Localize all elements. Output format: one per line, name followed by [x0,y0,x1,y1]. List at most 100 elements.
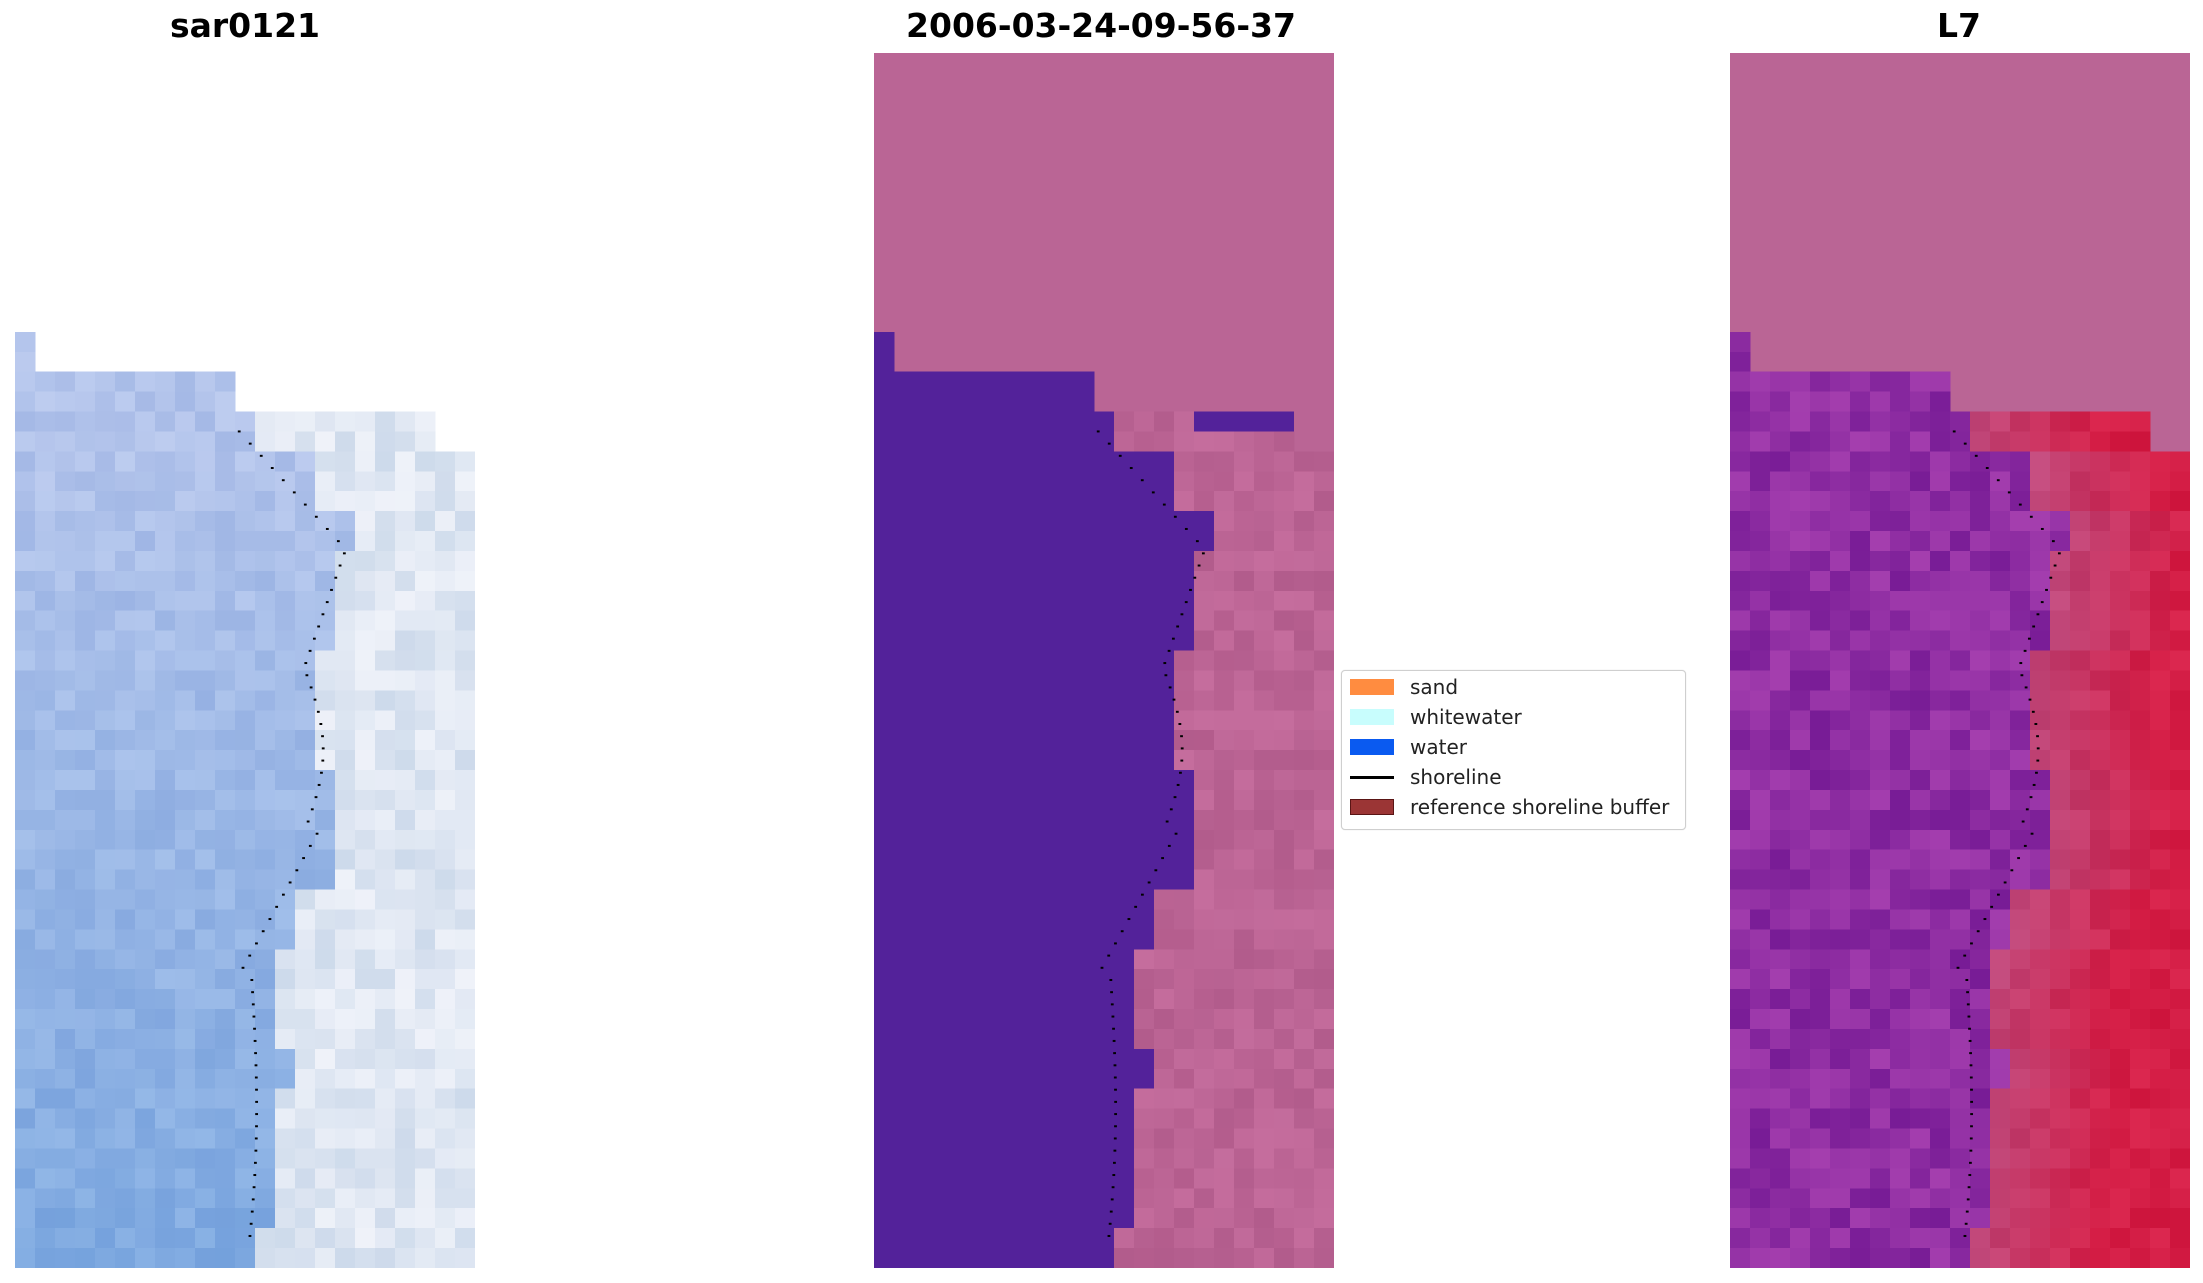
classified-water-pixel [874,789,895,811]
rgb-pixel [335,491,356,512]
overlay-pixel [2010,650,2031,671]
overlay-shoreline-point [1970,942,1973,945]
rgb-pixel [95,550,116,572]
rgb-pixel [75,531,96,552]
classified-water-pixel [1094,1228,1115,1249]
classified-water-pixel [1074,1128,1095,1149]
rgb-pixel [335,889,356,910]
rgb-pixel [215,550,236,572]
classified-land-pixel [1174,1228,1195,1249]
overlay-pixel [2170,531,2190,552]
classified-land-pixel [1294,849,1315,871]
classified-water-pixel [994,371,1015,393]
overlay-pixel [2050,869,2071,890]
rgb-pixel [95,710,116,731]
classified-water-pixel [914,491,935,512]
rgb-pixel [15,1048,36,1070]
rgb-pixel [395,531,416,552]
rgb-pixel [415,431,436,452]
classified-land-pixel [1174,1108,1195,1129]
overlay-pixel [2030,1088,2051,1110]
classified-water-pixel [1134,770,1155,791]
rgb-shoreline-point [251,1198,255,1201]
classified-water-pixel [1014,1108,1035,1129]
classified-water-pixel [994,1228,1015,1249]
rgb-pixel [135,710,156,731]
rgb-pixel [295,1009,316,1030]
rgb-pixel [95,531,116,552]
classified-water-pixel [1034,670,1055,691]
rgb-pixel [175,491,196,512]
rgb-pixel [35,391,56,412]
classified-water-pixel [1094,1009,1115,1030]
rgb-pixel [95,889,116,910]
overlay-pixel [2130,1148,2151,1169]
classified-water-pixel [954,371,975,393]
classified-water-pixel [874,391,895,412]
overlay-pixel [1750,570,1771,592]
rgb-pixel [235,1248,256,1268]
rgb-pixel [335,630,356,651]
classified-water-pixel [934,391,955,412]
overlay-pixel [1810,730,1831,751]
overlay-pixel [2110,750,2131,771]
rgb-pixel [375,690,396,711]
overlay-pixel [1950,511,1971,532]
overlay-pixel [1790,829,1811,851]
classified-water-pixel [994,411,1015,432]
rgb-pixel [275,1188,296,1209]
classified-water-pixel [874,1248,895,1268]
rgb-pixel [175,1068,196,1090]
rgb-pixel [275,989,296,1010]
rgb-shoreline-point [305,674,309,677]
classified-land-pixel [1174,670,1195,691]
overlay-pixel [1830,949,1851,970]
rgb-pixel [375,869,396,890]
classified-land-pixel [1254,710,1275,731]
classified-water-pixel [1174,570,1195,592]
overlay-pixel [2010,451,2031,472]
rgb-pixel [455,550,475,572]
overlay-pixel [1770,869,1791,890]
rgb-pixel [275,969,296,990]
overlay-pixel [1830,750,1851,771]
rgb-pixel [135,1168,156,1189]
overlay-pixel [1730,829,1751,851]
classified-land-pixel [1214,849,1235,871]
classified-water-pixel [1114,1168,1135,1189]
rgb-pixel [235,570,256,592]
overlay-pixel [2090,690,2111,711]
overlay-pixel [2090,1009,2111,1030]
classified-water-pixel [1094,929,1115,950]
overlay-pixel [1850,1108,1871,1129]
overlay-pixel [2090,1148,2111,1169]
overlay-pixel [1830,1048,1851,1070]
overlay-pixel [1790,989,1811,1010]
classified-shoreline-point [1107,1234,1111,1237]
rgb-pixel [315,1148,336,1169]
rgb-pixel [215,1148,236,1169]
classified-water-pixel [894,451,915,472]
classified-water-pixel [954,829,975,851]
overlay-pixel [1770,829,1791,851]
panel-title-rgb: sar0121 [169,6,321,45]
rgb-pixel [155,1088,176,1110]
overlay-pixel [1910,849,1931,871]
overlay-pixel [1790,1148,1811,1169]
classified-shoreline-point [1127,918,1131,921]
classified-water-pixel [874,590,895,612]
rgb-pixel [115,969,136,990]
overlay-pixel [1870,550,1891,572]
rgb-pixel [75,1048,96,1070]
classified-water-pixel [1074,1248,1095,1268]
classified-water-pixel [1114,1208,1135,1229]
rgb-pixel [35,491,56,512]
rgb-pixel [15,690,36,711]
rgb-pixel [15,1108,36,1129]
classified-land-pixel [1194,789,1215,811]
overlay-pixel [1970,1128,1991,1149]
overlay-pixel [1870,630,1891,651]
overlay-pixel [2010,1068,2031,1090]
rgb-shoreline-point [248,954,252,957]
overlay-pixel [1770,1168,1791,1189]
